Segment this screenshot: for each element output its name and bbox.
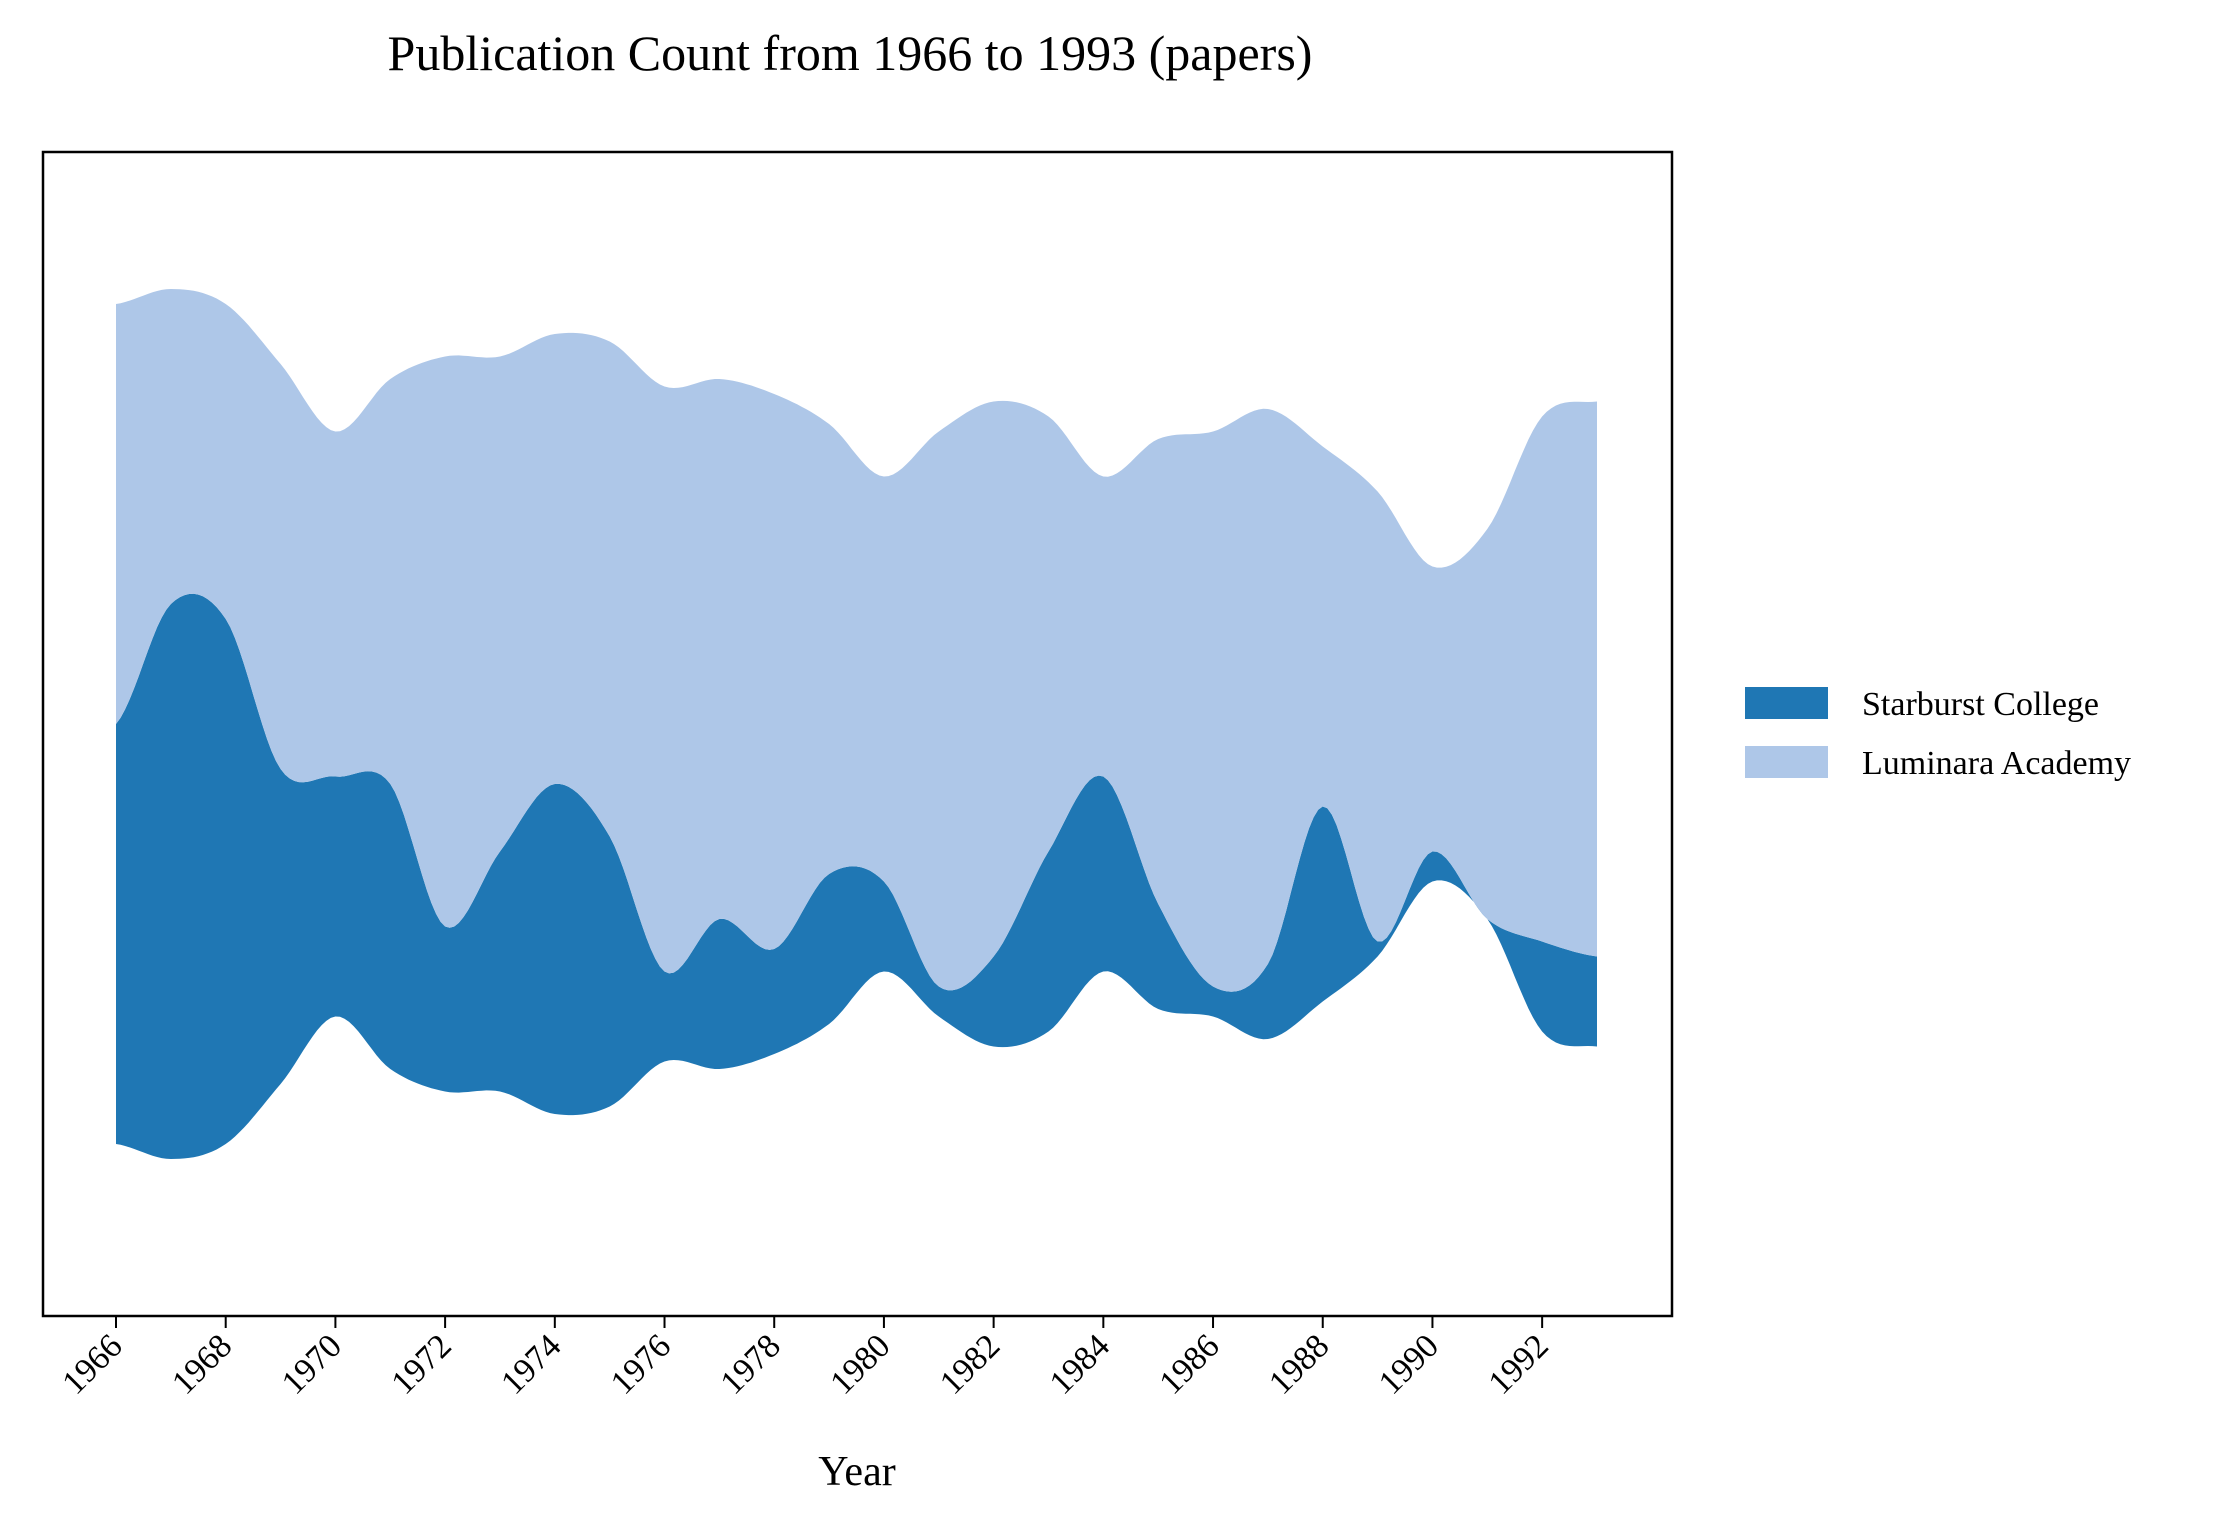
- x-tick-label: 1980: [823, 1327, 897, 1401]
- x-axis-ticks: 1966 1968 1970 1972 1974 1976 1978 1980 1982 1984…: [55, 1316, 1556, 1402]
- x-tick-label: 1988: [1262, 1327, 1336, 1401]
- x-tick-label: 1982: [933, 1327, 1007, 1401]
- x-tick-label: 1972: [385, 1327, 459, 1401]
- stream-layer-starburst-college: [116, 593, 1597, 1159]
- x-tick-label: 1984: [1043, 1327, 1117, 1401]
- stream-layer-luminara-academy: [116, 289, 1597, 992]
- legend-label: Luminara Academy: [1862, 745, 2131, 782]
- legend-label: Starburst College: [1862, 686, 2099, 723]
- x-tick-label: 1974: [494, 1327, 568, 1401]
- chart-title: Publication Count from 1966 to 1993 (pap…: [388, 25, 1313, 81]
- plot-area-frame: [41, 150, 1674, 1318]
- x-tick-label: 1970: [275, 1327, 349, 1401]
- x-tick-label: 1976: [604, 1327, 678, 1401]
- x-tick-label: 1968: [165, 1327, 239, 1401]
- legend-swatch: [1745, 687, 1828, 719]
- x-tick-label: 1986: [1152, 1327, 1226, 1401]
- x-tick-label: 1978: [714, 1327, 788, 1401]
- legend: Starburst College Luminara Academy: [1745, 686, 2131, 782]
- legend-swatch: [1745, 746, 1828, 778]
- x-axis-label: Year: [818, 1449, 895, 1495]
- stream-layers: [116, 289, 1597, 1159]
- x-tick-label: 1992: [1482, 1327, 1556, 1401]
- x-tick-label: 1990: [1372, 1327, 1446, 1401]
- x-tick-label: 1966: [55, 1327, 129, 1401]
